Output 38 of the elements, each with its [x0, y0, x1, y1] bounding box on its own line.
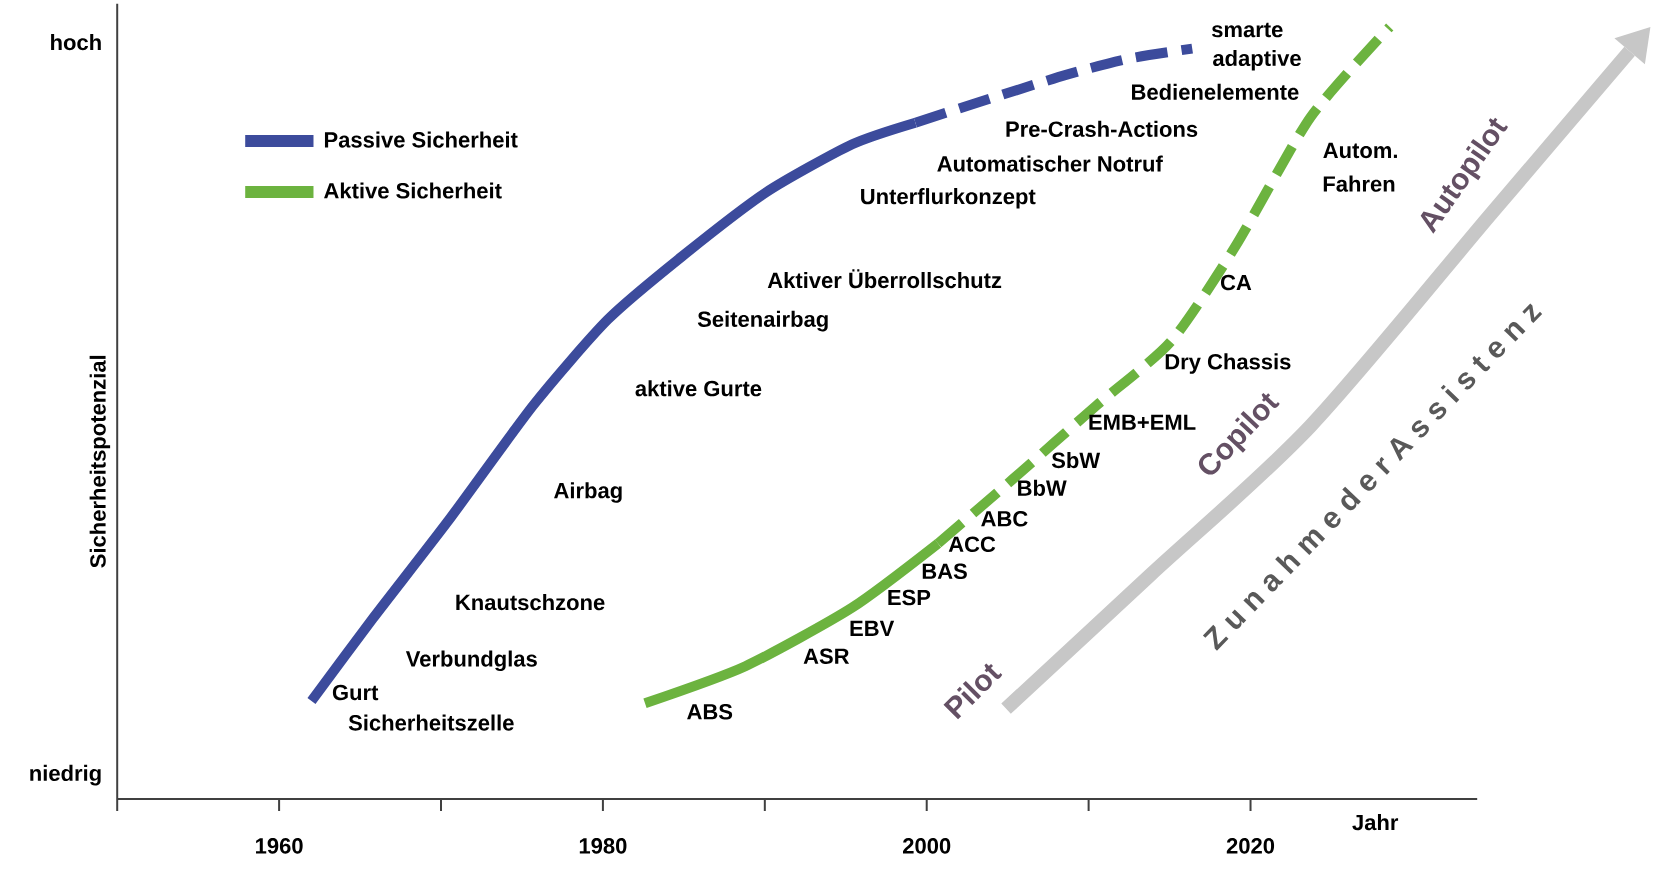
annotation: Unterflurkonzept — [861, 188, 1036, 209]
annotation: Autom. — [1323, 142, 1397, 159]
annotation: ESP — [888, 589, 931, 606]
x-tick-label: 2000 — [903, 838, 951, 854]
annotation: ABS — [687, 704, 733, 720]
annotation: EBV — [850, 620, 895, 636]
annotation: aktive Gurte — [635, 380, 762, 397]
legend-label: Passive Sicherheit — [324, 131, 518, 148]
x-tick-label: 1960 — [256, 838, 303, 854]
annotation: BAS — [922, 563, 967, 580]
x-tick-label: 2020 — [1226, 838, 1275, 854]
x-tick-label: 1980 — [579, 838, 627, 854]
annotation: Automatischer Notruf — [937, 155, 1163, 172]
annotation: adaptive — [1213, 49, 1301, 71]
text: hoch — [51, 34, 101, 51]
annotation: Bedienelemente — [1132, 83, 1299, 100]
annotation: SbW — [1051, 452, 1101, 469]
annotation: BbW — [1018, 479, 1067, 496]
y-axis-title: Sicherheitspotenzial — [89, 355, 111, 568]
annotation: Gurt — [332, 684, 379, 701]
legend-label: Aktive Sicherheit — [324, 182, 502, 199]
annotation: EMB+EML — [1089, 414, 1196, 430]
annotation: Dry Chassis — [1165, 353, 1291, 374]
annotation: Fahren — [1323, 175, 1395, 192]
annotation: smarte — [1211, 22, 1283, 38]
annotation: ASR — [803, 648, 850, 664]
annotation: ACC — [948, 536, 996, 553]
annotation: ABC — [981, 510, 1028, 527]
x-axis-title: Jahr — [1352, 814, 1399, 831]
annotation: Seitenairbag — [697, 310, 828, 332]
annotation: Pre-Crash-Actions — [1006, 120, 1198, 137]
text: niedrig — [30, 764, 101, 786]
annotation: Verbundglas — [405, 650, 537, 672]
annotation: Aktiver Überrollschutz — [767, 269, 1002, 289]
annotation: CA — [1220, 274, 1252, 291]
annotation: Sicherheitszelle — [348, 714, 514, 731]
annotation: Knautschzone — [456, 594, 605, 611]
annotation: Airbag — [554, 482, 622, 503]
